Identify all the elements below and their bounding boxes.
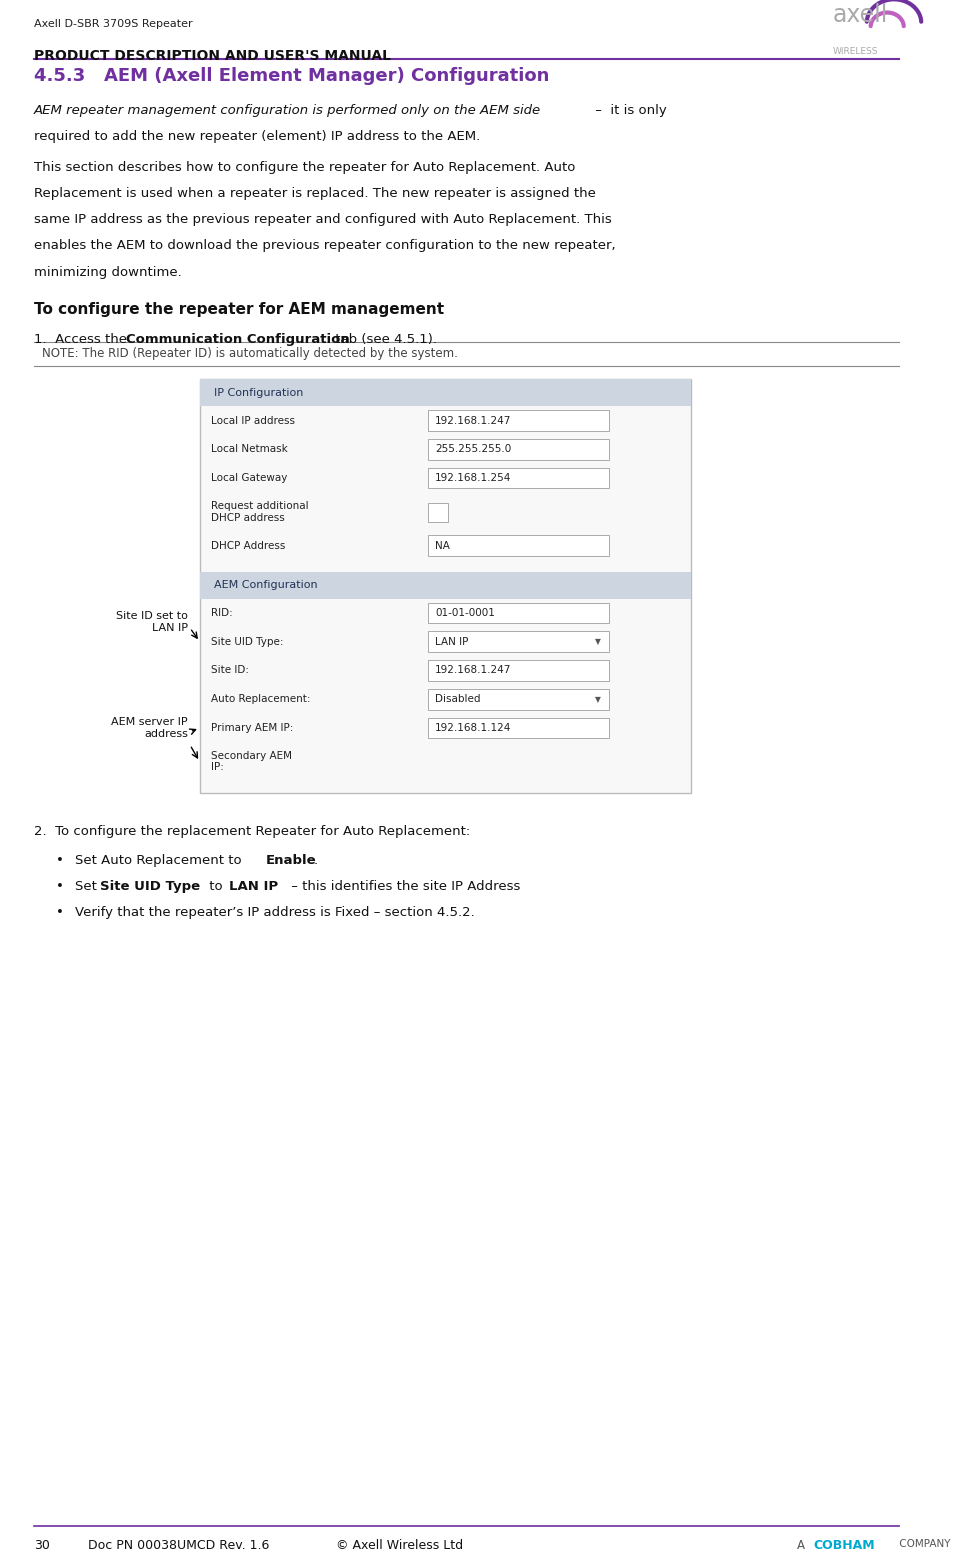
Text: – this identifies the site IP Address: – this identifies the site IP Address xyxy=(287,880,520,892)
Text: DHCP Address: DHCP Address xyxy=(212,541,285,550)
Text: COBHAM: COBHAM xyxy=(813,1540,875,1552)
Text: LAN IP: LAN IP xyxy=(229,880,278,892)
Text: Verify that the repeater’s IP address is Fixed – section 4.5.2.: Verify that the repeater’s IP address is… xyxy=(75,907,475,919)
Bar xyxy=(428,410,608,431)
Text: AEM Configuration: AEM Configuration xyxy=(215,580,318,591)
Text: To configure the repeater for AEM management: To configure the repeater for AEM manage… xyxy=(34,303,445,317)
Text: NOTE: The RID (Repeater ID) is automatically detected by the system.: NOTE: The RID (Repeater ID) is automatic… xyxy=(42,347,458,359)
Bar xyxy=(428,503,448,522)
Text: tab (see 4.5.1).: tab (see 4.5.1). xyxy=(331,333,437,345)
Text: enables the AEM to download the previous repeater configuration to the new repea: enables the AEM to download the previous… xyxy=(34,239,616,253)
Text: •: • xyxy=(56,853,63,866)
Text: ▼: ▼ xyxy=(595,694,601,703)
Bar xyxy=(428,439,608,460)
Text: PRODUCT DESCRIPTION AND USER'S MANUAL: PRODUCT DESCRIPTION AND USER'S MANUAL xyxy=(34,48,391,63)
Bar xyxy=(428,467,608,488)
Text: COMPANY: COMPANY xyxy=(896,1540,950,1549)
Text: Disabled: Disabled xyxy=(435,694,481,705)
Text: 192.168.1.254: 192.168.1.254 xyxy=(435,474,512,483)
Bar xyxy=(428,660,608,681)
Text: Local IP address: Local IP address xyxy=(212,416,295,425)
Text: 255.255.255.0: 255.255.255.0 xyxy=(435,444,512,455)
Text: © Axell Wireless Ltd: © Axell Wireless Ltd xyxy=(336,1540,463,1552)
Text: This section describes how to configure the repeater for Auto Replacement. Auto: This section describes how to configure … xyxy=(34,161,576,173)
Text: Enable: Enable xyxy=(266,853,316,866)
Bar xyxy=(199,380,692,406)
Text: A: A xyxy=(797,1540,812,1552)
Text: Set Auto Replacement to: Set Auto Replacement to xyxy=(75,853,246,866)
Bar xyxy=(428,535,608,556)
Bar xyxy=(199,380,692,792)
Text: 30: 30 xyxy=(34,1540,50,1552)
Bar xyxy=(428,631,608,652)
Text: axell: axell xyxy=(833,3,888,27)
Text: LAN IP: LAN IP xyxy=(152,622,188,633)
Text: Secondary AEM
IP:: Secondary AEM IP: xyxy=(212,750,292,772)
Text: –  it is only: – it is only xyxy=(591,105,667,117)
Text: Doc PN 00038UMCD Rev. 1.6: Doc PN 00038UMCD Rev. 1.6 xyxy=(87,1540,269,1552)
Text: Primary AEM IP:: Primary AEM IP: xyxy=(212,724,294,733)
Text: Site ID set to: Site ID set to xyxy=(116,611,188,621)
Text: address: address xyxy=(144,728,188,739)
Text: AEM repeater management configuration is performed only on the AEM side: AEM repeater management configuration is… xyxy=(34,105,541,117)
Text: Set: Set xyxy=(75,880,102,892)
Text: Request additional
DHCP address: Request additional DHCP address xyxy=(212,502,308,522)
Bar xyxy=(428,689,608,710)
Text: 192.168.1.247: 192.168.1.247 xyxy=(435,416,512,425)
Text: 192.168.1.124: 192.168.1.124 xyxy=(435,724,512,733)
Text: 192.168.1.247: 192.168.1.247 xyxy=(435,666,512,675)
Text: Local Netmask: Local Netmask xyxy=(212,444,288,455)
Text: to: to xyxy=(205,880,227,892)
Text: 2.  To configure the replacement Repeater for Auto Replacement:: 2. To configure the replacement Repeater… xyxy=(34,825,470,838)
Text: 4.5.3   AEM (Axell Element Manager) Configuration: 4.5.3 AEM (Axell Element Manager) Config… xyxy=(34,67,550,84)
Text: WIRELESS: WIRELESS xyxy=(833,47,878,56)
Text: AEM server IP: AEM server IP xyxy=(111,717,188,727)
Text: Site UID Type:: Site UID Type: xyxy=(212,636,284,647)
Text: Replacement is used when a repeater is replaced. The new repeater is assigned th: Replacement is used when a repeater is r… xyxy=(34,188,596,200)
Text: Site UID Type: Site UID Type xyxy=(101,880,200,892)
Text: required to add the new repeater (element) IP address to the AEM.: required to add the new repeater (elemen… xyxy=(34,130,480,144)
Bar xyxy=(428,603,608,624)
Bar xyxy=(199,572,692,599)
Text: RID:: RID: xyxy=(212,608,233,617)
Text: 1.  Access the: 1. Access the xyxy=(34,333,131,345)
Text: minimizing downtime.: minimizing downtime. xyxy=(34,266,182,278)
Text: Local Gateway: Local Gateway xyxy=(212,474,287,483)
Text: •: • xyxy=(56,907,63,919)
Text: same IP address as the previous repeater and configured with Auto Replacement. T: same IP address as the previous repeater… xyxy=(34,213,612,227)
Bar xyxy=(428,717,608,738)
Text: Axell D-SBR 3709S Repeater: Axell D-SBR 3709S Repeater xyxy=(34,19,193,28)
Text: ▼: ▼ xyxy=(595,638,601,646)
Text: Communication Configuration: Communication Configuration xyxy=(125,333,350,345)
Text: .: . xyxy=(313,853,318,866)
Text: IP Configuration: IP Configuration xyxy=(215,388,304,399)
Text: Auto Replacement:: Auto Replacement: xyxy=(212,694,310,705)
Text: Site ID:: Site ID: xyxy=(212,666,249,675)
Text: LAN IP: LAN IP xyxy=(435,636,468,647)
Text: NA: NA xyxy=(435,541,450,550)
Text: 01-01-0001: 01-01-0001 xyxy=(435,608,495,617)
Text: •: • xyxy=(56,880,63,892)
